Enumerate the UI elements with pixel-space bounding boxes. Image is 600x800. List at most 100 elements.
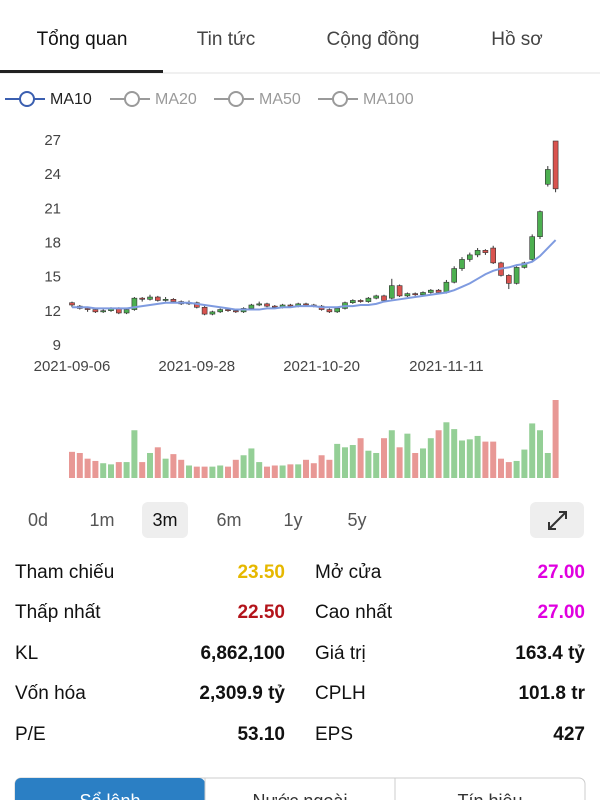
volume-bar bbox=[84, 458, 91, 478]
stat-label: CPLH bbox=[315, 683, 366, 704]
candle-body bbox=[365, 297, 372, 302]
period-button[interactable]: 0d bbox=[28, 510, 48, 530]
bottom-tab-active-bg bbox=[15, 778, 205, 800]
stat-value: 27.00 bbox=[537, 562, 585, 583]
candle-body bbox=[513, 267, 520, 284]
volume-bar bbox=[69, 451, 75, 478]
period-button[interactable]: 1m bbox=[89, 510, 114, 530]
tab[interactable]: Hồ sơ bbox=[491, 29, 543, 50]
volume-bar bbox=[217, 465, 224, 478]
legend-icon bbox=[124, 91, 140, 107]
bottom-tab[interactable]: Nước ngoài bbox=[253, 791, 348, 800]
candle-body bbox=[217, 309, 223, 313]
candle-body bbox=[264, 303, 270, 307]
volume-bar bbox=[459, 440, 465, 478]
volume-bar bbox=[240, 455, 247, 478]
candle-body bbox=[155, 296, 161, 301]
volume-bar bbox=[365, 450, 372, 478]
volume-bar bbox=[178, 459, 185, 478]
stat-value: 53.10 bbox=[237, 724, 285, 745]
legend-icon bbox=[19, 91, 35, 107]
volume-bar bbox=[443, 422, 450, 478]
period-button[interactable]: 1y bbox=[283, 510, 302, 530]
stat-label: Mở cửa bbox=[315, 562, 382, 583]
stat-value: 23.50 bbox=[237, 562, 285, 583]
candle-body bbox=[552, 140, 559, 190]
volume-bar bbox=[498, 458, 504, 478]
volume-bar bbox=[326, 459, 333, 478]
candle-body bbox=[451, 268, 458, 283]
candle-body bbox=[139, 297, 145, 300]
tab[interactable]: Tin tức bbox=[197, 29, 255, 50]
x-tick-label: 2021-11-11 bbox=[409, 358, 484, 375]
candle-body bbox=[404, 293, 411, 297]
legend-label[interactable]: MA20 bbox=[155, 91, 197, 108]
legend-label[interactable]: MA10 bbox=[50, 91, 92, 108]
volume-bar bbox=[349, 445, 356, 478]
candle-body bbox=[201, 306, 208, 315]
stat-value: 101.8 tr bbox=[518, 683, 585, 704]
stat-value: 2,309.9 tỷ bbox=[199, 683, 285, 704]
stat-value: 22.50 bbox=[237, 602, 285, 623]
volume-bar bbox=[115, 462, 122, 478]
bottom-tab[interactable]: Sổ lệnh bbox=[79, 791, 140, 800]
tab[interactable]: Cộng đồng bbox=[327, 29, 420, 50]
volume-bar bbox=[279, 465, 286, 478]
stat-label: Giá trị bbox=[315, 643, 366, 664]
volume-bar bbox=[505, 462, 512, 478]
stat-value: 6,862,100 bbox=[200, 643, 285, 664]
volume-bar bbox=[123, 462, 130, 478]
candle-body bbox=[412, 293, 419, 296]
stat-label: EPS bbox=[315, 724, 353, 745]
candle-body bbox=[69, 302, 75, 306]
candle-body bbox=[427, 289, 434, 293]
stat-label: KL bbox=[15, 643, 38, 664]
volume-bar bbox=[108, 464, 114, 478]
candle-body bbox=[544, 169, 551, 185]
stat-label: P/E bbox=[15, 724, 46, 745]
volume-bar bbox=[466, 439, 473, 478]
period-button[interactable]: 5y bbox=[347, 510, 366, 530]
x-tick-label: 2021-09-28 bbox=[158, 358, 235, 375]
candle-body bbox=[271, 305, 278, 308]
stat-label: Cao nhất bbox=[315, 602, 393, 623]
candle-body bbox=[100, 310, 106, 313]
volume-bar bbox=[287, 464, 294, 478]
volume-bar bbox=[513, 460, 520, 478]
volume-bar bbox=[209, 466, 216, 478]
candle-body bbox=[388, 285, 395, 299]
volume-bar bbox=[373, 452, 380, 478]
tab[interactable]: Tổng quan bbox=[37, 29, 128, 50]
volume-bar bbox=[357, 438, 364, 478]
volume-bar bbox=[427, 438, 434, 478]
legend-label[interactable]: MA100 bbox=[363, 91, 414, 108]
expand-icon bbox=[548, 511, 567, 530]
y-tick-label: 9 bbox=[53, 337, 61, 354]
tab-underline bbox=[0, 70, 163, 73]
volume-bar bbox=[147, 452, 153, 478]
period-button[interactable]: 6m bbox=[216, 510, 241, 530]
volume-bar bbox=[334, 443, 341, 478]
volume-bar bbox=[544, 452, 551, 478]
y-tick-label: 18 bbox=[44, 234, 61, 251]
candle-body bbox=[84, 308, 91, 310]
volume-bar bbox=[381, 438, 387, 478]
candle-body bbox=[459, 259, 465, 269]
volume-bar bbox=[139, 462, 146, 478]
volume-bar bbox=[310, 463, 317, 478]
bottom-tab[interactable]: Tín hiệu bbox=[457, 791, 522, 800]
y-tick-label: 12 bbox=[44, 303, 61, 320]
volume-bar bbox=[264, 466, 270, 478]
x-tick-label: 2021-09-06 bbox=[34, 358, 111, 375]
legend-label[interactable]: MA50 bbox=[259, 91, 301, 108]
volume-bar bbox=[154, 447, 161, 478]
period-button[interactable]: 3m bbox=[152, 510, 177, 530]
candle-body bbox=[482, 250, 489, 253]
y-tick-label: 27 bbox=[44, 132, 61, 149]
candle-body bbox=[225, 309, 231, 311]
candle-body bbox=[92, 309, 99, 313]
candle-body bbox=[529, 236, 536, 260]
candle-body bbox=[357, 300, 364, 302]
volume-bar bbox=[162, 458, 169, 478]
